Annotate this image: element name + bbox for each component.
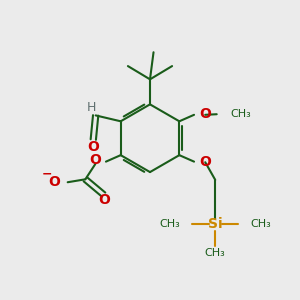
Text: −: − (41, 167, 52, 181)
Text: CH₃: CH₃ (250, 219, 271, 229)
Text: O: O (199, 154, 211, 169)
Text: CH₃: CH₃ (205, 248, 226, 259)
Text: O: O (199, 107, 211, 121)
Text: O: O (89, 154, 101, 167)
Text: H: H (86, 101, 96, 114)
Text: CH₃: CH₃ (159, 219, 180, 229)
Text: O: O (87, 140, 99, 154)
Text: CH₃: CH₃ (231, 109, 252, 119)
Text: Si: Si (208, 217, 223, 231)
Text: O: O (98, 194, 110, 208)
Text: O: O (48, 175, 60, 189)
